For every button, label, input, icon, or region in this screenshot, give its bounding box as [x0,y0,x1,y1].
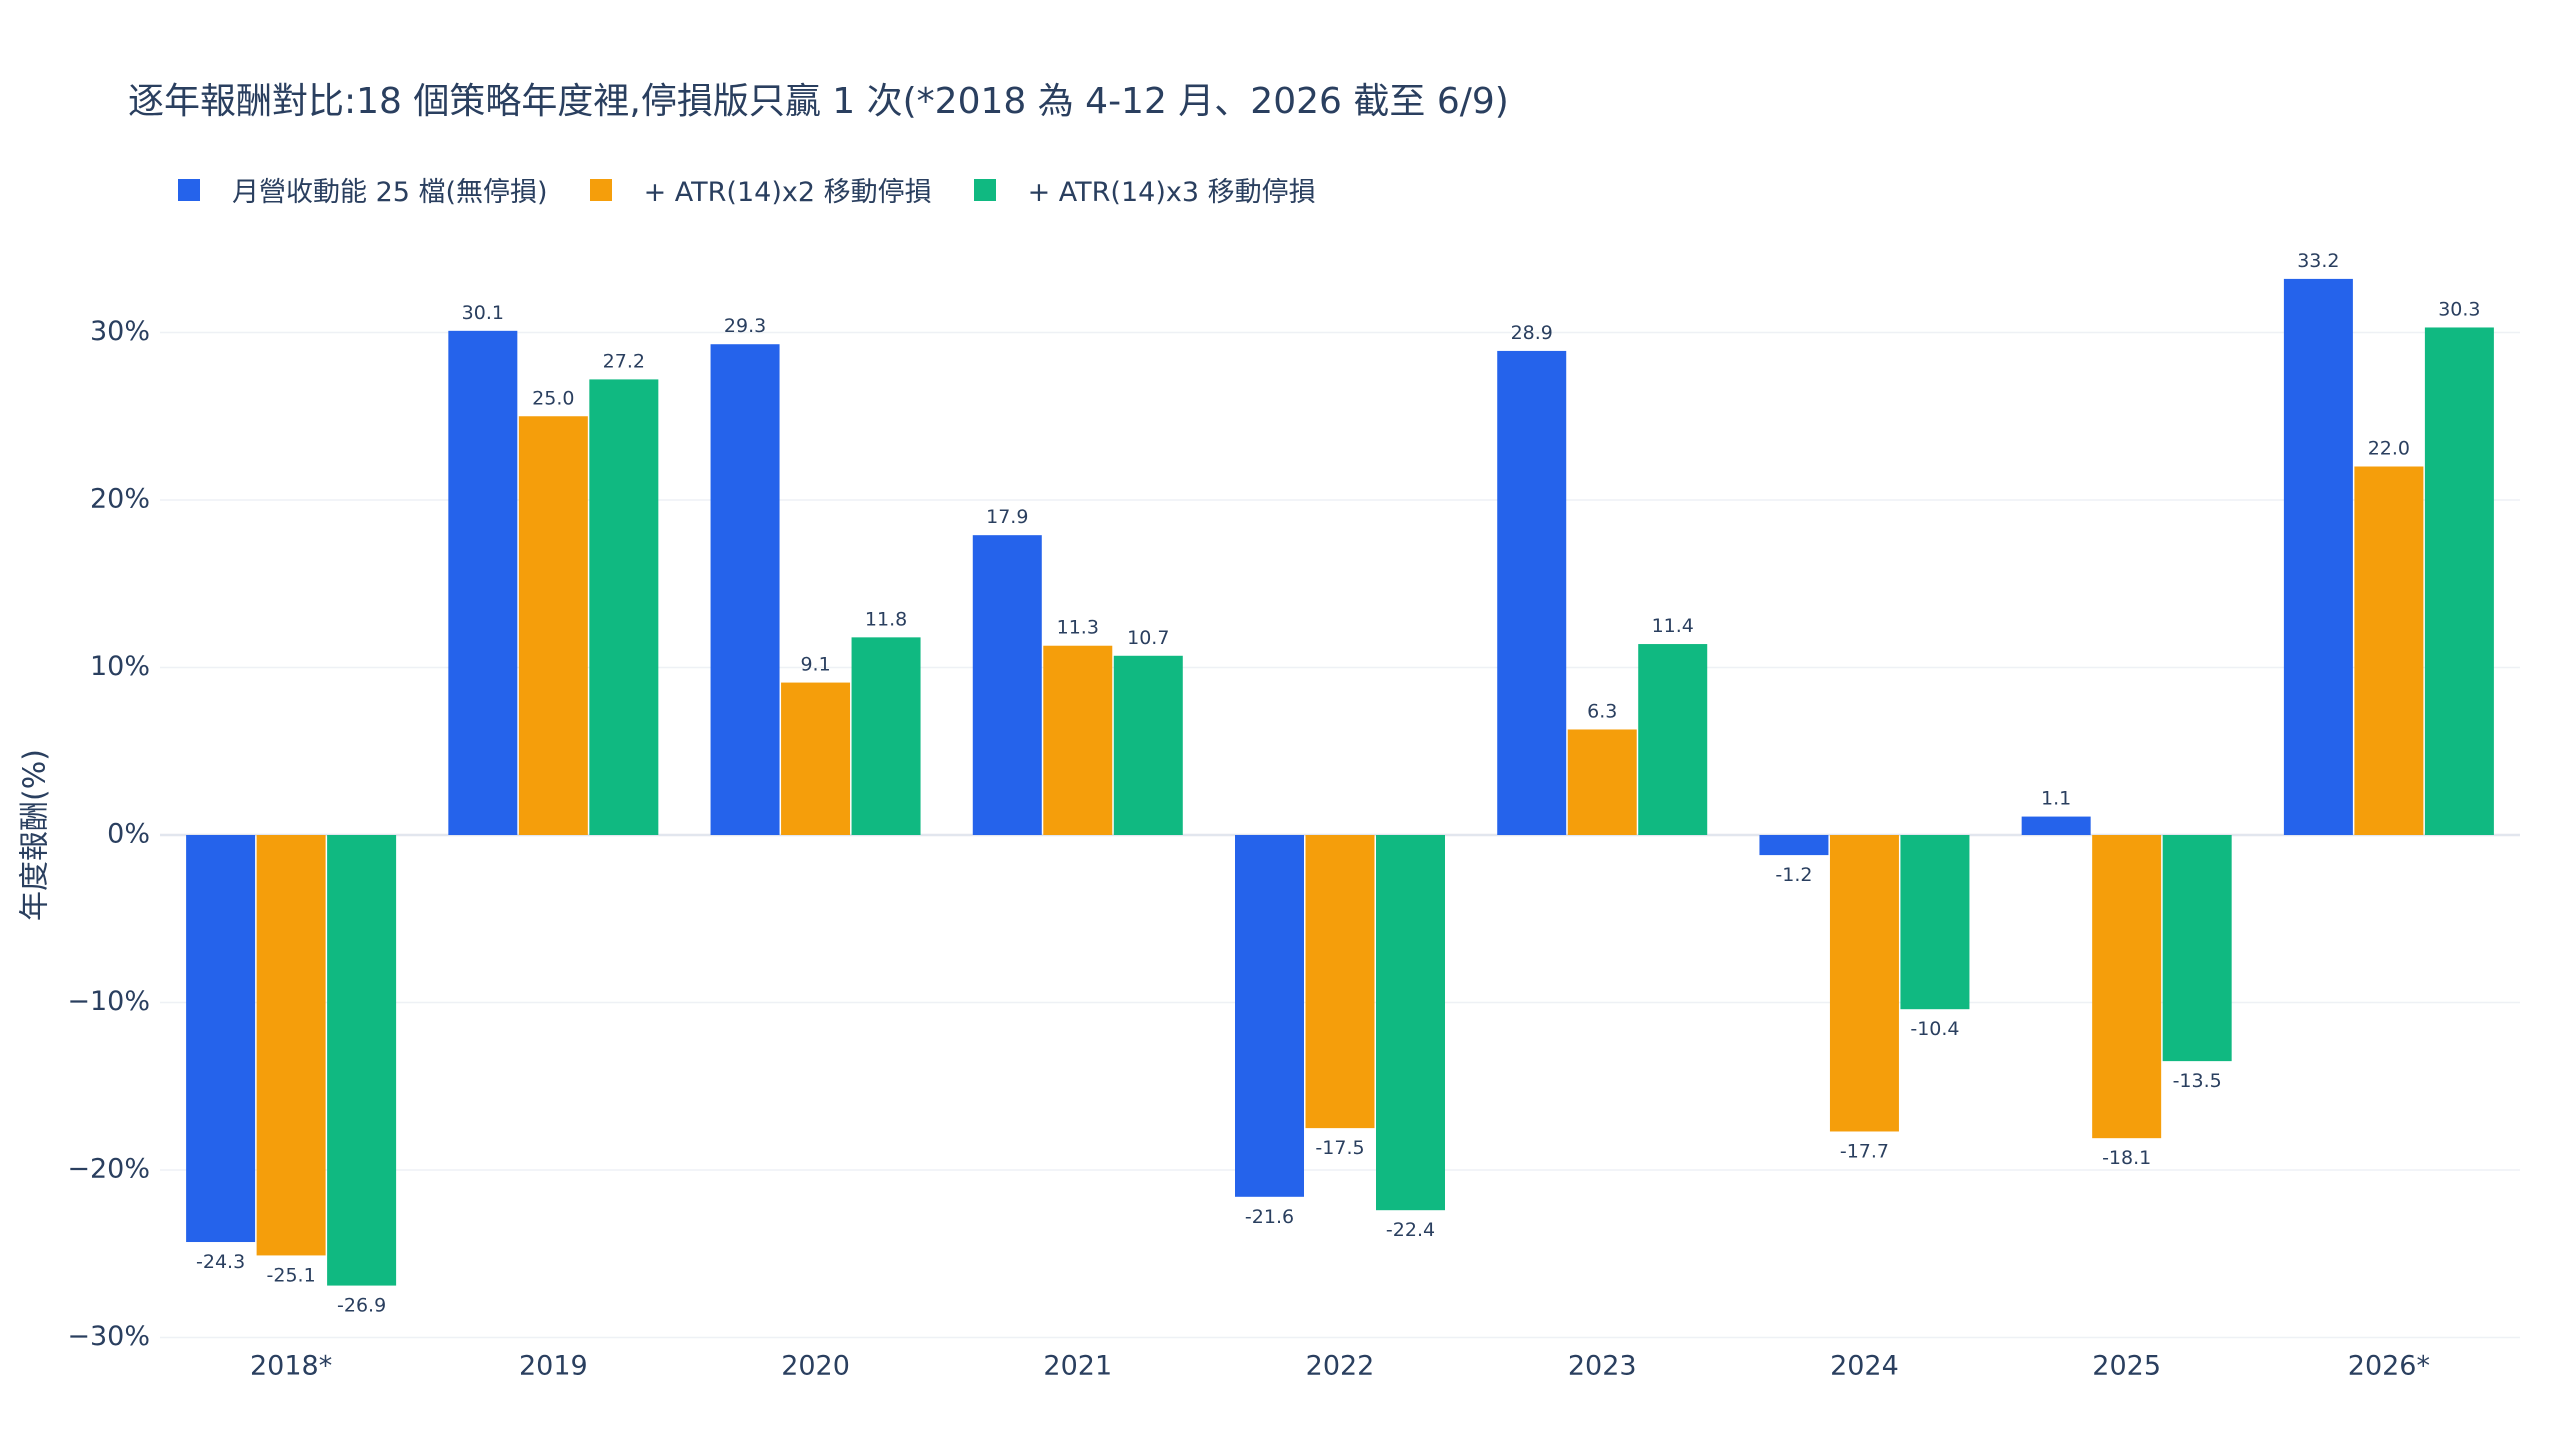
data-label: -25.1 [267,1264,316,1286]
bar-series-3[interactable] [327,835,397,1286]
data-label: 10.7 [1127,627,1169,649]
data-label: -26.9 [337,1295,386,1317]
bar-series-2[interactable] [2092,835,2162,1139]
data-label: 11.3 [1057,617,1099,639]
x-tick-label: 2023 [1568,1351,1637,1382]
bar-series-2[interactable] [256,835,326,1256]
bar-series-1[interactable] [1497,350,1567,835]
bar-series-2[interactable] [1829,835,1899,1132]
data-label: 17.9 [986,506,1028,528]
legend-swatch-series-1 [178,178,200,201]
legend-item-series-2[interactable]: + ATR(14)x2 移動停損 [589,170,932,209]
bar-series-2[interactable] [1043,645,1113,835]
bar-series-1[interactable] [1759,835,1829,856]
legend-label-series-2: + ATR(14)x2 移動停損 [643,177,932,208]
bar-series-1[interactable] [1235,835,1304,1197]
data-label: 30.3 [2438,298,2480,320]
y-tick-label: −10% [67,986,150,1017]
bar-series-2[interactable] [781,682,851,835]
bar-series-3[interactable] [1900,835,1970,1010]
data-label: -17.7 [1840,1140,1889,1162]
legend-label-series-1: 月營收動能 25 檔(無停損) [232,177,548,208]
y-axis-label: 年度報酬(%) [18,749,53,921]
data-label: 22.0 [2368,438,2410,460]
x-tick-label: 2019 [519,1351,588,1382]
bar-series-1[interactable] [972,535,1042,835]
x-tick-label: 2020 [781,1351,850,1382]
legend: 月營收動能 25 檔(無停損) + ATR(14)x2 移動停損 + ATR(1… [178,170,1358,209]
bar-series-2[interactable] [1567,729,1637,835]
data-labels: -24.3 -25.1 -26.9 30.1 25.0 27.2 29.3 9.1 11.8 17… [196,250,2481,1317]
x-tick-label: 2024 [1830,1351,1899,1382]
bar-series-2[interactable] [2354,466,2424,836]
data-label: 33.2 [2297,250,2339,272]
bar-series-3[interactable] [1376,835,1445,1211]
data-label: 29.3 [724,315,766,337]
legend-label-series-3: + ATR(14)x3 移動停損 [1027,177,1316,208]
bar-series-1[interactable] [448,330,518,835]
y-tick-label: 20% [90,484,150,515]
bar-series-2[interactable] [518,416,588,835]
y-tick-label: −20% [67,1154,150,1185]
data-label: 25.0 [532,387,574,409]
data-label: 11.8 [865,608,907,630]
data-label: -18.1 [2102,1147,2151,1169]
data-label: -13.5 [2173,1070,2222,1092]
legend-swatch-series-3 [973,178,996,201]
axes: 30% 20% 10% 0% −10% −20% −30% 2018* 2019 2020 2021… [67,316,2430,1382]
data-label: -17.5 [1315,1137,1364,1159]
bar-series-1[interactable] [710,344,780,835]
bar-series-3[interactable] [1638,644,1708,835]
legend-item-series-3[interactable]: + ATR(14)x3 移動停損 [973,170,1316,209]
bars [186,278,2494,1286]
y-tick-label: 0% [107,819,150,850]
x-tick-label: 2025 [2092,1351,2161,1382]
bar-series-3[interactable] [589,379,659,835]
data-label: -1.2 [1775,864,1812,886]
legend-item-series-1[interactable]: 月營收動能 25 檔(無停損) [178,170,548,209]
data-label: 30.1 [462,302,504,324]
x-tick-label: 2018* [250,1351,332,1382]
data-label: -10.4 [1910,1018,1959,1040]
legend-swatch-series-2 [589,178,612,201]
data-label: 11.4 [1652,615,1694,637]
bar-series-3[interactable] [2162,835,2232,1062]
x-tick-label: 2026* [2348,1351,2430,1382]
bar-series-3[interactable] [2424,327,2494,835]
data-label: 6.3 [1587,700,1617,722]
data-label: 9.1 [800,654,830,676]
bar-series-2[interactable] [1305,835,1375,1129]
data-label: 1.1 [2041,788,2071,810]
bar-series-3[interactable] [1113,655,1183,835]
bar-series-1[interactable] [2283,278,2353,835]
bar-series-1[interactable] [186,835,256,1243]
x-tick-label: 2022 [1306,1351,1375,1382]
y-tick-label: 10% [90,651,150,682]
data-label: -24.3 [196,1251,245,1273]
y-tick-label: −30% [67,1321,150,1352]
y-tick-label: 30% [90,316,150,347]
bar-series-3[interactable] [851,637,921,835]
bar-series-1[interactable] [2021,816,2091,835]
data-label: -22.4 [1386,1219,1435,1241]
data-label: -21.6 [1245,1206,1294,1228]
chart-title: 逐年報酬對比:18 個策略年度裡,停損版只贏 1 次(*2018 為 4-12 … [128,81,1509,122]
data-label: 28.9 [1511,322,1553,344]
data-label: 27.2 [603,350,645,372]
x-tick-label: 2021 [1043,1351,1112,1382]
